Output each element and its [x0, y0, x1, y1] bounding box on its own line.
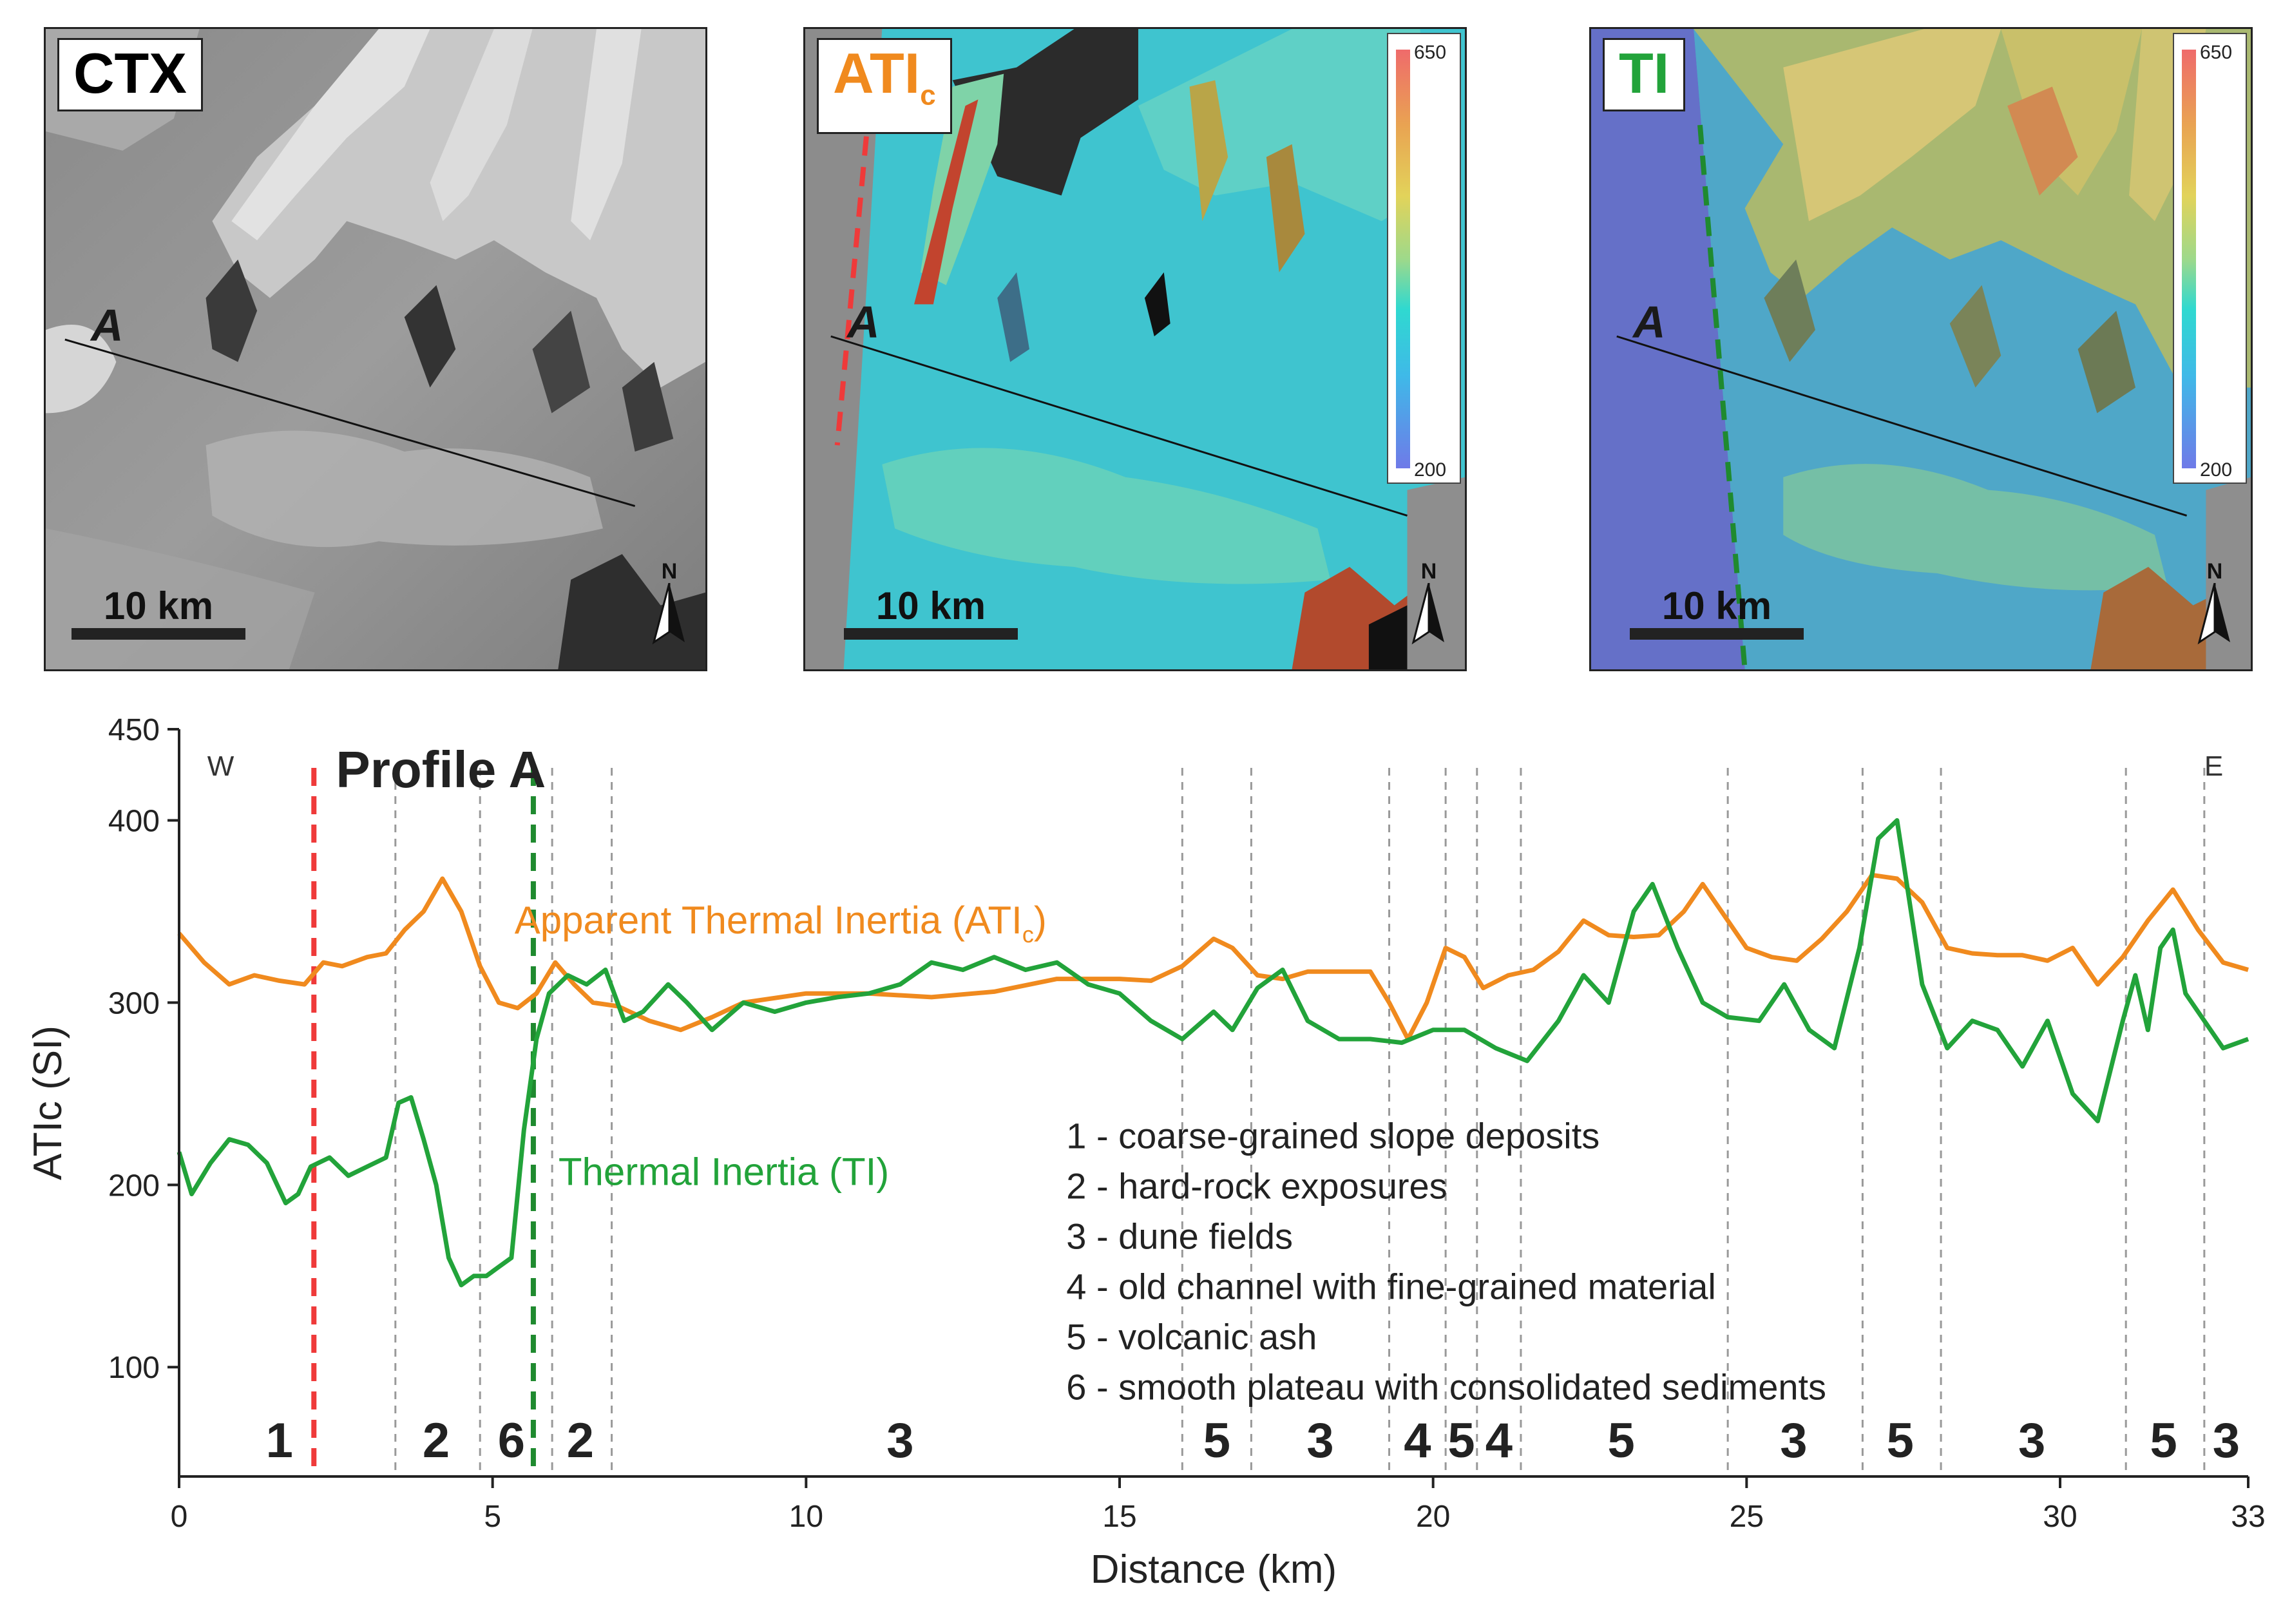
- scale-label: 10 km: [103, 584, 214, 627]
- x-tick-label: 10: [789, 1500, 823, 1534]
- unit-label: 5: [1203, 1413, 1230, 1468]
- colorbar-min: 200: [1414, 459, 1447, 481]
- y-tick-label: 100: [108, 1351, 160, 1385]
- north-arrow-icon: [1411, 582, 1444, 645]
- colorbar-gradient: [2182, 50, 2196, 468]
- scale-line: [72, 628, 245, 640]
- north-label: N: [661, 559, 678, 584]
- north-label: N: [2206, 559, 2223, 584]
- x-axis-title: Distance (km): [1091, 1547, 1337, 1592]
- atic-series-label-end: ): [1034, 899, 1047, 942]
- x-tick-label: 0: [171, 1500, 188, 1534]
- x-tick-label: 20: [1416, 1500, 1450, 1534]
- atic-series-label-main: Apparent Thermal Inertia (ATI: [515, 899, 1022, 942]
- unit-label: 3: [2018, 1413, 2045, 1468]
- atic-series-label: Apparent Thermal Inertia (ATIc): [515, 899, 1047, 948]
- unit-label: 4: [1485, 1413, 1513, 1468]
- atic-label-main: ATI: [833, 41, 921, 105]
- unit-label: 4: [1404, 1413, 1431, 1468]
- chart-title: Profile A: [336, 741, 546, 798]
- scale-label: 10 km: [1661, 584, 1772, 627]
- scale-label: 10 km: [875, 584, 986, 627]
- colorbar-max: 650: [2200, 42, 2233, 63]
- legend-item-1: 1 - coarse-grained slope deposits: [1066, 1116, 1600, 1156]
- scale-bar: 10 km: [72, 587, 245, 640]
- unit-label: 1: [266, 1413, 293, 1468]
- ti-series-line: [177, 818, 2249, 1288]
- atic-terrain-image: [805, 29, 1465, 669]
- unit-legend: 1 - coarse-grained slope deposits 2 - ha…: [1066, 1116, 1826, 1408]
- ti-label: TI: [1603, 38, 1686, 111]
- point-a-label: A: [847, 297, 880, 347]
- atic-label-sub: c: [920, 79, 936, 111]
- north-label: N: [1420, 559, 1437, 584]
- scale-bar: 10 km: [844, 587, 1018, 640]
- point-a-label: A: [1633, 297, 1666, 347]
- y-tick-label: 200: [108, 1169, 160, 1203]
- colorbar-min: 200: [2200, 459, 2233, 481]
- unit-label: 3: [1306, 1413, 1333, 1468]
- scale-bar: 10 km: [1630, 587, 1804, 640]
- x-tick-label: 33: [2231, 1500, 2265, 1534]
- ti-colorbar: 650 200: [2173, 33, 2247, 484]
- legend-item-4: 4 - old channel with fine-grained materi…: [1066, 1266, 1716, 1307]
- unit-label: 3: [2213, 1413, 2240, 1468]
- legend-item-6: 6 - smooth plateau with consolidated sed…: [1066, 1367, 1826, 1408]
- legend-item-2: 2 - hard-rock exposures: [1066, 1166, 1447, 1207]
- y-tick-label: 300: [108, 986, 160, 1020]
- atic-map-panel: ATIc A 650 200 10 km N: [803, 27, 1467, 671]
- unit-label: 5: [1608, 1413, 1635, 1468]
- x-tick-label: 15: [1102, 1500, 1136, 1534]
- x-tick-label: 5: [484, 1500, 501, 1534]
- ti-terrain-image: [1591, 29, 2251, 669]
- axes: [178, 729, 2248, 1478]
- y-tick-label: 450: [108, 713, 160, 747]
- y-axis-title: ATIc (SI): [26, 1026, 70, 1180]
- ctx-terrain-image: [46, 29, 705, 669]
- x-tick-label: 30: [2043, 1500, 2077, 1534]
- unit-label: 5: [1887, 1413, 1914, 1468]
- unit-label: 2: [567, 1413, 594, 1468]
- colorbar-gradient: [1396, 50, 1410, 468]
- y-tick-label: 400: [108, 804, 160, 838]
- north-arrow: N: [2195, 560, 2234, 650]
- atic-label: ATIc: [817, 38, 952, 134]
- legend-item-5: 5 - volcanic ash: [1066, 1317, 1317, 1357]
- west-label: W: [207, 750, 234, 782]
- ti-map-panel: TI A 650 200 10 km N: [1589, 27, 2253, 671]
- north-arrow: N: [1409, 560, 1448, 650]
- ctx-label: CTX: [57, 38, 203, 111]
- ctx-map-panel: CTX A 10 km N: [44, 27, 707, 671]
- atic-series-label-sub: c: [1022, 921, 1034, 948]
- north-arrow: N: [650, 560, 689, 650]
- unit-label: 3: [886, 1413, 913, 1468]
- colorbar-max: 650: [1414, 42, 1447, 63]
- legend-item-3: 3 - dune fields: [1066, 1216, 1293, 1257]
- east-label: E: [2204, 750, 2223, 782]
- unit-label: 6: [498, 1413, 525, 1468]
- reference-lines: [311, 768, 536, 1476]
- unit-label: 5: [2150, 1413, 2177, 1468]
- atic-series-line: [177, 872, 2249, 1042]
- scale-line: [1630, 628, 1804, 640]
- north-arrow-icon: [652, 582, 685, 645]
- north-arrow-icon: [2197, 582, 2230, 645]
- unit-label: 2: [423, 1413, 450, 1468]
- atic-colorbar: 650 200: [1387, 33, 1461, 484]
- unit-label: 3: [1780, 1413, 1807, 1468]
- unit-label: 5: [1447, 1413, 1475, 1468]
- series-layer: [177, 818, 2249, 1288]
- point-a-label: A: [91, 300, 124, 350]
- scale-line: [844, 628, 1018, 640]
- x-tick-label: 25: [1730, 1500, 1764, 1534]
- ti-series-label: Thermal Inertia (TI): [559, 1150, 889, 1193]
